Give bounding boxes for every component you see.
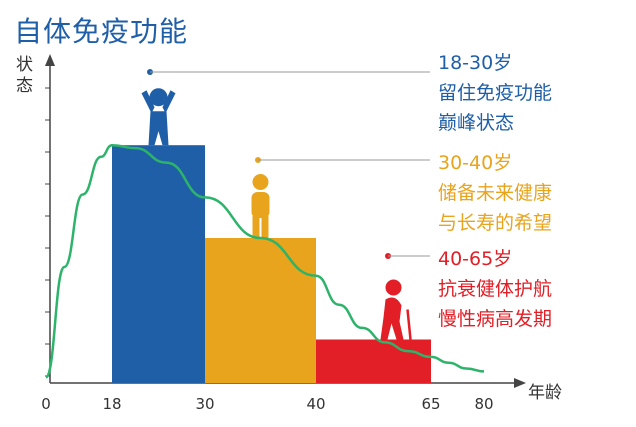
bar [112,145,205,383]
bar [316,339,431,383]
elder-with-cane-icon [380,279,412,340]
annotation-line: 40-65岁 [438,248,513,270]
x-tick-label: 40 [306,395,326,413]
adult-standing-icon [251,174,270,238]
chart-title: 自体免疫功能 [14,15,189,48]
x-tick-label: 65 [421,395,441,413]
x-tick-label: 18 [102,395,122,413]
annotation-line: 慢性病高发期 [438,308,553,330]
x-tick-label: 30 [195,395,215,413]
annotation-line: 抗衰健体护航 [438,278,553,300]
annotation-line: 储备未来健康 [438,182,553,204]
annotation-decline: 40-65岁 抗衰健体护航 慢性病高发期 [438,244,552,334]
annotation-line: 30-40岁 [438,152,513,174]
y-axis-arrow [45,54,55,66]
y-axis-label: 状态 [16,55,33,96]
annotation-line: 巅峰状态 [438,112,515,134]
annotation-line: 留住免疫功能 [438,82,553,104]
annotation-reserve: 30-40岁 储备未来健康 与长寿的希望 [438,148,552,238]
x-tick-label: 0 [41,395,51,413]
annotation-peak: 18-30岁 留住免疫功能 巅峰状态 [438,48,552,138]
x-axis-arrow [514,378,526,388]
annotation-line: 18-30岁 [438,52,513,74]
x-axis-label: 年龄 [528,383,562,403]
immune-curve [44,143,485,379]
annotation-line: 与长寿的希望 [438,212,553,234]
x-tick-label: 80 [474,395,494,413]
bar [205,238,316,383]
child-cheering-icon [141,88,176,146]
